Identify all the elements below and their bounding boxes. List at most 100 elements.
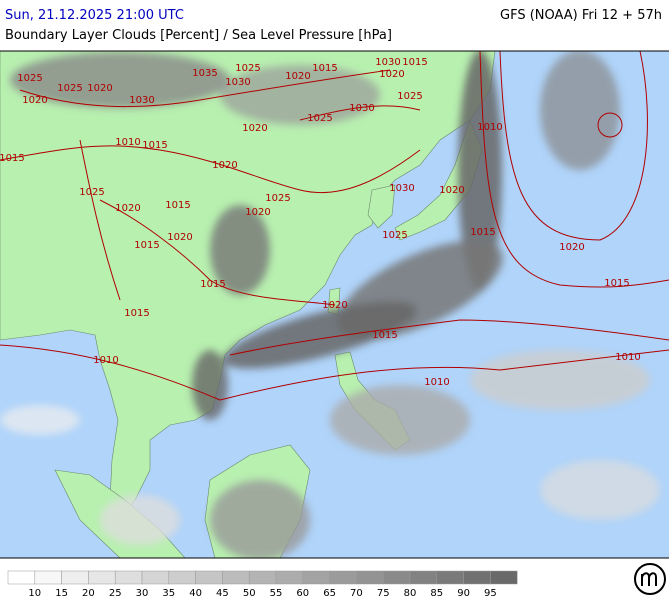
isobar-label: 1015 [0,153,25,164]
legend-swatch [302,570,330,585]
isobar-label: 1015 [470,227,495,238]
legend-label: 20 [82,588,95,599]
legend-label: 25 [109,588,122,599]
isobar-label: 1015 [200,279,225,290]
isobar-label: 1020 [559,242,584,253]
isobar-label: 1020 [22,95,47,106]
isobar [19,69,391,108]
legend-swatch [7,570,36,585]
legend-label: 60 [296,588,309,599]
isobar-label: 1010 [424,377,449,388]
cloud [540,460,660,520]
legend-label: 70 [350,588,363,599]
legend-swatch [34,570,62,585]
isobars [0,51,669,401]
legend-swatch [248,570,277,585]
legend-swatch [168,570,196,585]
isobar [0,145,421,194]
timestamp: Sun, 21.12.2025 21:00 UTC [5,8,184,23]
isobar-label: 1020 [245,207,270,218]
isobar [479,51,669,288]
isobar-label: 1015 [402,57,427,68]
isobar-label: 1020 [115,203,140,214]
legend-label: 15 [55,588,68,599]
legend-label: 45 [216,588,229,599]
isobar-label: 1030 [129,95,154,106]
model-run: GFS (NOAA) Fri 12 + 57h [500,8,662,23]
isobar-label: 1020 [285,71,310,82]
legend-label: 65 [323,588,336,599]
legend-label: 50 [243,588,256,599]
isobar [229,319,669,356]
isobar-label: 1025 [17,73,42,84]
legend-label: 80 [404,588,417,599]
isobar-label: 1015 [142,140,167,151]
isobar [499,51,648,241]
legend-swatch [463,570,491,585]
legend-label: 85 [430,588,443,599]
cloud [470,350,650,410]
isobar-label: 1015 [312,63,337,74]
legend-swatch [275,570,304,585]
isobar-label: 1020 [322,300,347,311]
legend: 10 15 20 25 30 35 40 45 50 55 60 65 70 75 80 85 90 95 [7,570,518,599]
legend-label: 35 [162,588,175,599]
legend-swatch [329,570,357,585]
map-title: Boundary Layer Clouds [Percent] / Sea Le… [5,28,392,43]
isobar-label: 1025 [79,187,104,198]
cloud [100,495,180,545]
legend-swatch [114,570,143,585]
isobar-label: 1020 [242,123,267,134]
isobar-label: 1025 [265,193,290,204]
isobar-label: 1020 [439,185,464,196]
logo-m [641,572,657,586]
legend-label: 40 [189,588,202,599]
logo [634,563,666,595]
isobar-label: 1025 [235,63,260,74]
korea [367,184,396,229]
isobar-label: 1020 [379,69,404,80]
cloud [220,65,380,125]
isobar [79,139,121,301]
cloud [210,480,310,558]
isobar-label: 1020 [167,232,192,243]
isobar [99,199,336,306]
legend-swatch [382,570,411,585]
isobar-label: 1025 [57,83,82,94]
isobar-label: 1015 [372,330,397,341]
isobar-label: 1020 [87,83,112,94]
legend-swatch [490,570,518,585]
cloud [458,51,502,290]
isobar-label: 1025 [307,113,332,124]
isobar [0,344,669,401]
legend-swatch [222,570,250,585]
isobar-label: 1010 [115,137,140,148]
legend-label: 10 [28,588,41,599]
isobar-label: 1025 [397,91,422,102]
legend-swatch [141,570,170,585]
cloud-cover [0,51,660,558]
legend-label: 95 [484,588,497,599]
isobar-label: 1020 [212,160,237,171]
cloud [192,350,228,420]
legend-label: 90 [457,588,470,599]
legend-swatch [436,570,464,585]
legend-label: 75 [377,588,390,599]
isobar-label: 1015 [165,200,190,211]
isobar-label: 1030 [389,183,414,194]
isobar-label: 1015 [604,278,629,289]
isobar-label: 1030 [349,103,374,114]
cloud [330,385,470,455]
isobar-label: 1010 [477,122,502,133]
isobar [597,112,623,138]
isobar [299,105,421,121]
legend-swatch [61,570,89,585]
legend-swatch [195,570,223,585]
isobar-label: 1030 [375,57,400,68]
isobar-label: 1010 [615,352,640,363]
isobar-label: 1035 [192,68,217,79]
cloud [223,301,417,369]
cloud [10,52,230,108]
